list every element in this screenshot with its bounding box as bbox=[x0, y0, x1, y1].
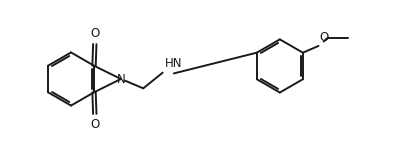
Text: O: O bbox=[90, 118, 99, 131]
Text: O: O bbox=[319, 31, 329, 44]
Text: O: O bbox=[90, 27, 99, 40]
Text: N: N bbox=[117, 73, 125, 85]
Text: HN: HN bbox=[165, 57, 182, 70]
